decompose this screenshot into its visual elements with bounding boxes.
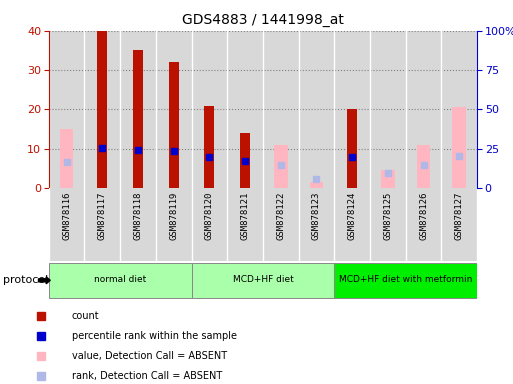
Text: count: count <box>72 311 100 321</box>
Text: GSM878116: GSM878116 <box>62 192 71 240</box>
Text: GSM878119: GSM878119 <box>169 192 178 240</box>
Text: protocol: protocol <box>3 275 48 285</box>
Bar <box>240 133 250 188</box>
Bar <box>156 31 191 188</box>
Bar <box>381 170 394 188</box>
Text: MCD+HF diet: MCD+HF diet <box>232 275 293 284</box>
Bar <box>169 62 179 188</box>
Bar <box>204 106 214 188</box>
Bar <box>370 31 406 188</box>
Bar <box>263 31 299 188</box>
Bar <box>299 31 334 188</box>
Bar <box>441 31 477 188</box>
Bar <box>417 145 430 188</box>
Bar <box>133 50 143 188</box>
Text: MCD+HF diet with metformin: MCD+HF diet with metformin <box>339 275 472 284</box>
Bar <box>120 31 156 188</box>
Bar <box>60 129 73 188</box>
Bar <box>191 31 227 188</box>
Bar <box>191 263 334 298</box>
Bar <box>274 145 288 188</box>
Text: GSM878126: GSM878126 <box>419 192 428 240</box>
Bar <box>97 31 107 188</box>
Text: GSM878123: GSM878123 <box>312 192 321 240</box>
Text: value, Detection Call = ABSENT: value, Detection Call = ABSENT <box>72 351 227 361</box>
Bar <box>406 31 441 188</box>
Bar <box>85 31 120 188</box>
Text: GSM878124: GSM878124 <box>348 192 357 240</box>
Text: GSM878121: GSM878121 <box>241 192 249 240</box>
Bar <box>347 109 357 188</box>
Bar <box>334 31 370 188</box>
Text: GSM878125: GSM878125 <box>383 192 392 240</box>
Text: normal diet: normal diet <box>94 275 146 284</box>
Text: GSM878120: GSM878120 <box>205 192 214 240</box>
Text: GSM878117: GSM878117 <box>98 192 107 240</box>
Bar <box>310 182 323 188</box>
Text: GSM878122: GSM878122 <box>277 192 285 240</box>
Bar <box>334 263 477 298</box>
Title: GDS4883 / 1441998_at: GDS4883 / 1441998_at <box>182 13 344 27</box>
Text: GSM878118: GSM878118 <box>133 192 143 240</box>
Bar <box>49 31 85 188</box>
Text: rank, Detection Call = ABSENT: rank, Detection Call = ABSENT <box>72 371 222 381</box>
Bar <box>452 108 466 188</box>
Text: percentile rank within the sample: percentile rank within the sample <box>72 331 237 341</box>
Bar <box>227 31 263 188</box>
Bar <box>49 263 191 298</box>
Text: GSM878127: GSM878127 <box>455 192 464 240</box>
